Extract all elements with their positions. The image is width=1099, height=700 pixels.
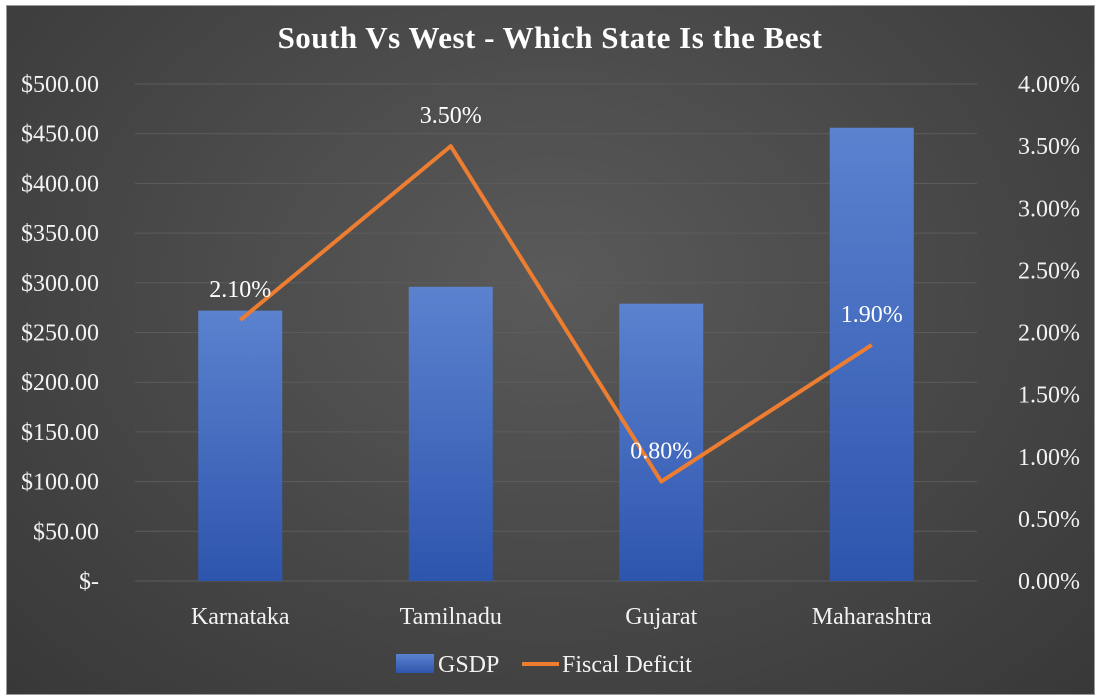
category-label: Maharashtra xyxy=(812,604,932,630)
legend-label-gsdp: GSDP xyxy=(438,652,499,678)
left-tick-label: $300.00 xyxy=(21,271,99,297)
data-label: 1.90% xyxy=(841,302,903,328)
fiscal-deficit-line xyxy=(238,144,873,484)
chart-title: South Vs West - Which State Is the Best xyxy=(278,20,823,55)
left-tick-label: $50.00 xyxy=(33,519,99,545)
right-tick-label: 4.00% xyxy=(1018,72,1080,98)
left-tick-label: $250.00 xyxy=(21,321,99,347)
left-tick-label: $450.00 xyxy=(21,122,99,148)
legend-label-fiscal-deficit: Fiscal Deficit xyxy=(562,652,692,678)
right-tick-label: 3.00% xyxy=(1018,196,1080,222)
x-axis: Karnataka Tamilnadu Gujarat Maharashtra xyxy=(191,604,932,630)
left-tick-label: $350.00 xyxy=(21,221,99,247)
bars xyxy=(198,127,914,582)
bar-gujarat xyxy=(619,303,704,581)
legend-swatch-gsdp xyxy=(396,654,434,673)
right-tick-label: 0.50% xyxy=(1018,507,1080,533)
line-series xyxy=(238,144,873,484)
data-labels: 2.10% 3.50% 0.80% 1.90% xyxy=(209,103,903,464)
chart-svg: South Vs West - Which State Is the Best … xyxy=(21,20,1080,678)
bar-karnataka xyxy=(198,310,283,581)
chart-area: South Vs West - Which State Is the Best … xyxy=(6,5,1095,695)
left-axis: $- $50.00 $100.00 $150.00 $200.00 $250.00 $300… xyxy=(21,72,99,595)
left-tick-label: $400.00 xyxy=(21,171,99,197)
bar-maharashtra xyxy=(829,127,914,582)
right-tick-label: 1.00% xyxy=(1018,445,1080,471)
left-tick-label: $150.00 xyxy=(21,420,99,446)
category-label: Karnataka xyxy=(191,604,290,630)
left-tick-label: $200.00 xyxy=(21,370,99,396)
right-tick-label: 2.50% xyxy=(1018,258,1080,284)
legend: GSDP Fiscal Deficit xyxy=(396,652,692,678)
left-tick-label: $500.00 xyxy=(21,72,99,98)
bar-tamilnadu xyxy=(408,286,493,581)
right-tick-label: 1.50% xyxy=(1018,383,1080,409)
category-label: Tamilnadu xyxy=(400,604,502,630)
right-tick-label: 2.00% xyxy=(1018,321,1080,347)
left-tick-label: $- xyxy=(79,569,99,595)
data-label: 2.10% xyxy=(209,277,271,303)
data-label: 3.50% xyxy=(420,103,482,129)
data-label: 0.80% xyxy=(630,439,692,465)
right-axis: 0.00% 0.50% 1.00% 1.50% 2.00% 2.50% 3.00% 3.50%… xyxy=(1018,72,1080,595)
category-label: Gujarat xyxy=(625,604,697,630)
left-tick-label: $100.00 xyxy=(21,470,99,496)
right-tick-label: 3.50% xyxy=(1018,134,1080,160)
right-tick-label: 0.00% xyxy=(1018,569,1080,595)
